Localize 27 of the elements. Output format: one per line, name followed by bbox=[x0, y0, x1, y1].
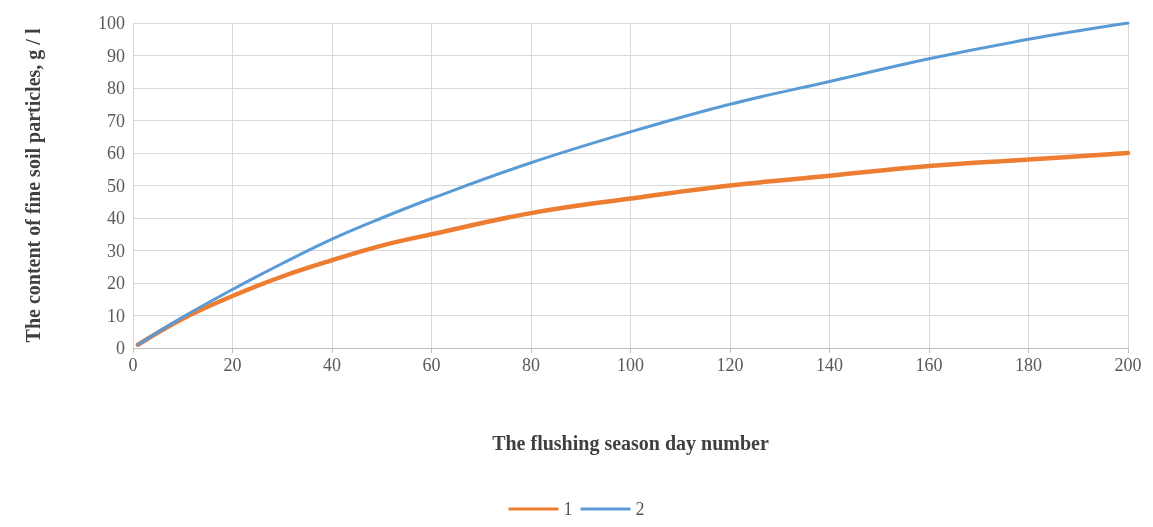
y-tick-label: 40 bbox=[107, 208, 125, 228]
legend-label: 2 bbox=[635, 499, 645, 519]
y-tick-label: 50 bbox=[107, 175, 125, 196]
x-tick-label: 180 bbox=[1015, 355, 1042, 375]
y-tick-label: 0 bbox=[116, 338, 125, 358]
y-tick-label: 10 bbox=[107, 305, 125, 326]
x-tick-label: 140 bbox=[816, 355, 843, 375]
x-tick-label: 100 bbox=[617, 355, 644, 375]
x-tick-label: 160 bbox=[915, 355, 943, 375]
y-tick-label: 30 bbox=[107, 240, 125, 261]
y-tick-label: 100 bbox=[98, 13, 125, 33]
line-series bbox=[136, 21, 1130, 347]
x-tick-label: 40 bbox=[323, 355, 341, 375]
x-axis-title: The flushing season day number bbox=[492, 432, 769, 455]
y-tick-label: 90 bbox=[107, 45, 125, 66]
x-tick-label: 200 bbox=[1114, 355, 1142, 375]
y-tick-label: 20 bbox=[107, 273, 125, 293]
x-tick-label: 20 bbox=[223, 355, 242, 375]
y-tick-label: 60 bbox=[107, 143, 125, 163]
y-axis-title: The content of fine soil particles, g / l bbox=[22, 28, 45, 343]
y-tick-label: 80 bbox=[107, 78, 125, 98]
x-tick-label: 80 bbox=[522, 355, 540, 375]
x-tick-label: 0 bbox=[128, 355, 138, 375]
x-tick-label: 120 bbox=[716, 355, 744, 375]
x-tick-label: 60 bbox=[422, 355, 441, 375]
legend-label: 1 bbox=[563, 499, 573, 519]
y-tick-label: 70 bbox=[107, 110, 125, 131]
